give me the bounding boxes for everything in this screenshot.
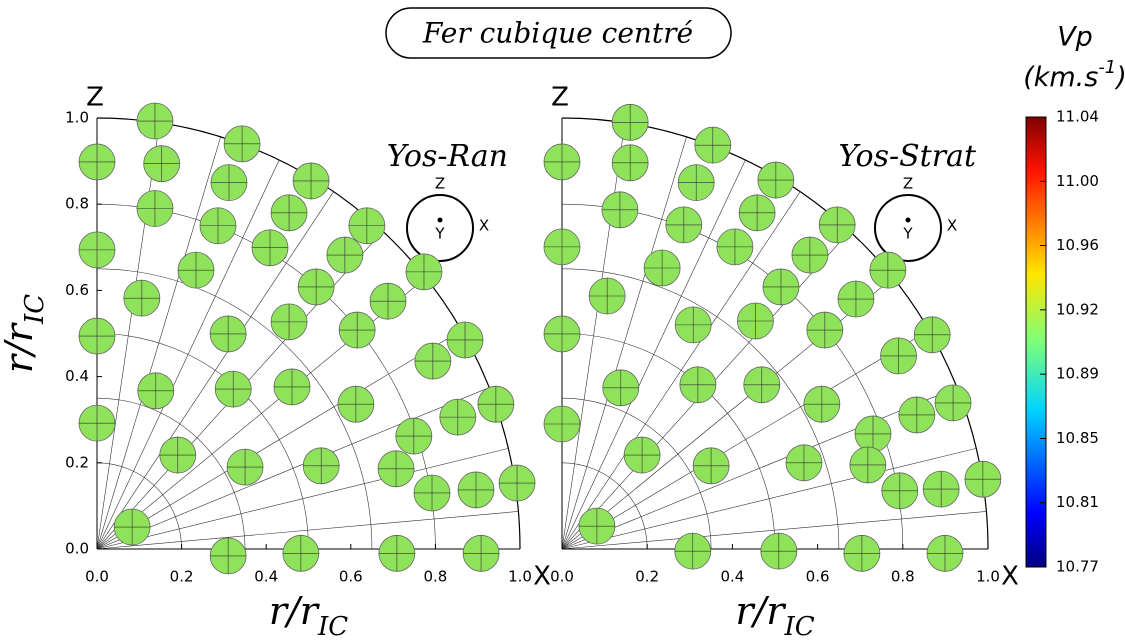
x-tick-label: 0.0 <box>85 568 109 586</box>
outer-arc <box>561 117 989 550</box>
colorbar-unit: (km.s-1) <box>1023 57 1125 93</box>
inset-circle <box>874 194 942 262</box>
arc <box>96 462 182 550</box>
outer-arc <box>96 117 521 550</box>
unit: (km.s <box>1023 62 1098 93</box>
x-tick-label: 0.4 <box>720 568 744 586</box>
inset-label: X <box>947 217 957 235</box>
unit-end: ) <box>1114 62 1125 93</box>
x-tick-label: 0.6 <box>806 568 830 586</box>
x-tick-label: 0.8 <box>423 568 447 586</box>
y-tick-label: 0.6 <box>65 281 89 299</box>
arc <box>561 333 776 550</box>
title: Fer cubique centré <box>422 17 693 50</box>
inset-label: Y <box>902 225 913 243</box>
arc <box>561 462 648 550</box>
y-tick-label: 0.8 <box>65 195 89 213</box>
colorbar-tick-label: 10.85 <box>1056 429 1099 447</box>
inset-label: X <box>479 217 489 235</box>
colorbar <box>1025 116 1047 568</box>
arc <box>96 268 373 550</box>
y-axis-label-sub: IC <box>20 294 50 325</box>
inset-label: Y <box>434 225 445 243</box>
inset-circle <box>406 194 474 262</box>
y-tick-label: 0.4 <box>65 367 89 385</box>
panel-title: Yos-Strat <box>838 139 977 174</box>
axis-corner-label: Z <box>551 83 569 113</box>
axis-corner-label: X <box>533 562 551 592</box>
x-axis-label-main: r/r <box>269 589 321 633</box>
x-axis-label-sub: IC <box>783 612 814 641</box>
x-axis-label-main: r/r <box>735 589 787 633</box>
colorbar-tick-label: 10.96 <box>1056 236 1099 254</box>
colorbar-label: Vp <box>1057 22 1093 53</box>
y-tick-label: 1.0 <box>65 109 89 127</box>
x-tick-label: 0.8 <box>891 568 915 586</box>
title-box <box>385 7 732 59</box>
panel-title: Yos-Ran <box>387 139 508 174</box>
colorbar-tick-label: 10.77 <box>1056 558 1099 576</box>
unit-sup: -1 <box>1098 57 1116 78</box>
axis-corner-label: Z <box>86 83 104 113</box>
inset-dot <box>437 217 443 223</box>
colorbar-tick-label: 10.81 <box>1056 493 1099 511</box>
y-axis-label: r/rIC <box>0 294 50 373</box>
arc <box>561 268 840 550</box>
inset-dot <box>905 217 911 223</box>
colorbar-tick-label: 10.92 <box>1056 300 1099 318</box>
axis-corner-label: X <box>1001 562 1019 592</box>
x-axis-label-sub: IC <box>317 612 348 641</box>
inset-label: Z <box>903 175 913 193</box>
colorbar-tick-label: 11.00 <box>1056 172 1099 190</box>
colorbar-tick-label: 10.89 <box>1056 365 1099 383</box>
x-tick-label: 0.2 <box>635 568 659 586</box>
x-tick-label: 0.2 <box>170 568 194 586</box>
arc <box>561 203 904 550</box>
x-tick-label: 1.0 <box>508 568 532 586</box>
x-tick-label: 0.0 <box>550 568 574 586</box>
arc <box>561 397 712 550</box>
x-tick-label: 1.0 <box>976 568 1000 586</box>
x-axis-label: r/rIC <box>735 589 814 641</box>
y-tick-label: 0.2 <box>65 453 89 471</box>
y-tick-label: 0.0 <box>65 540 89 558</box>
arc <box>96 203 436 550</box>
arc <box>96 397 246 550</box>
x-axis-label: r/rIC <box>269 589 348 641</box>
y-axis-label-main: r/r <box>0 321 41 373</box>
x-tick-label: 0.6 <box>339 568 363 586</box>
inset-label: Z <box>435 175 445 193</box>
colorbar-tick-label: 11.04 <box>1056 108 1099 126</box>
x-tick-label: 0.4 <box>254 568 278 586</box>
